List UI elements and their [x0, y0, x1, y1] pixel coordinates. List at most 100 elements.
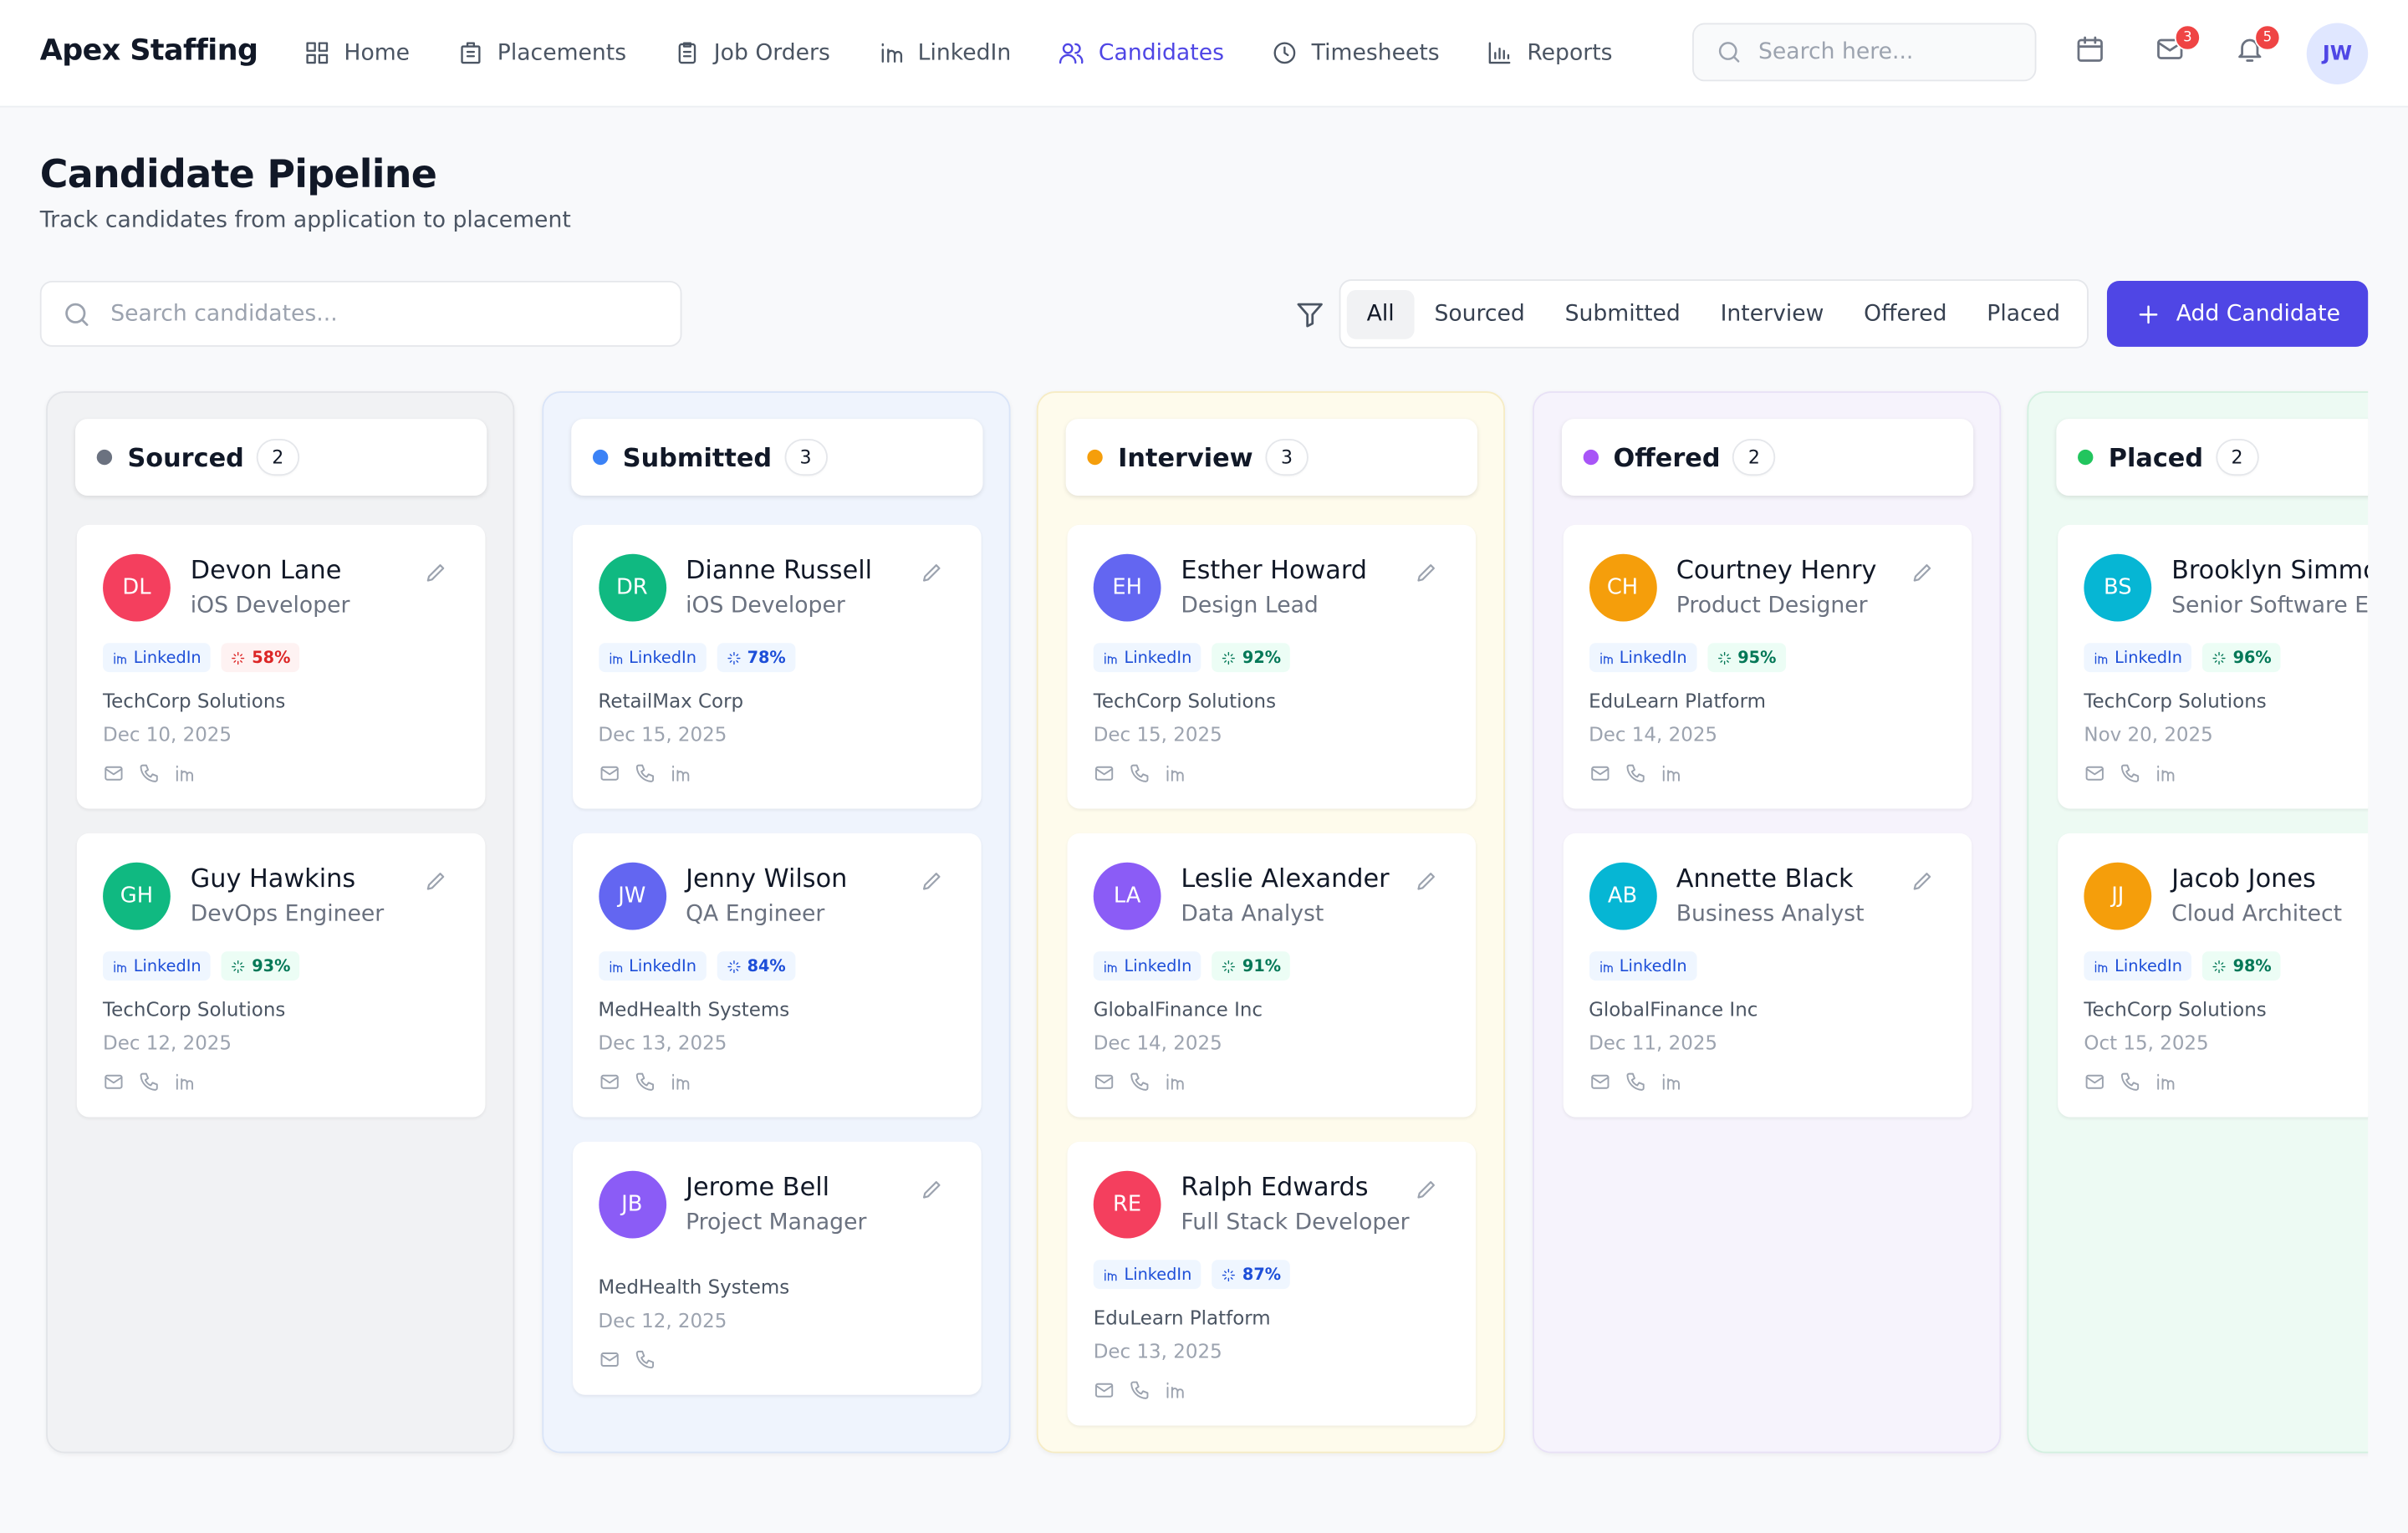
pipeline-board: Sourced 2 DL Devon Lane iOS Developer LinkedI…	[40, 384, 2369, 1489]
email-icon[interactable]	[1589, 761, 1610, 791]
candidate-search[interactable]: Search candidates...	[39, 280, 682, 347]
edit-button[interactable]	[1415, 868, 1439, 899]
email-icon[interactable]	[1094, 1378, 1115, 1408]
icon	[678, 42, 696, 64]
candidate-card[interactable]: BS Brooklyn Simmons Senior Software Engine…	[2058, 524, 2369, 809]
phone-icon[interactable]	[138, 761, 160, 791]
edit-button[interactable]	[1910, 868, 1934, 899]
filter-tab[interactable]: Sourced	[1434, 301, 1525, 327]
candidate-card[interactable]: RE Ralph Edwards Full Stack Developer Linke…	[1067, 1141, 1477, 1426]
badges: LinkedIn 98%	[2084, 951, 2281, 981]
score-label: 96%	[2232, 648, 2272, 667]
candidate-card[interactable]: DR Dianne Russell iOS Developer LinkedIn 78%…	[572, 524, 981, 809]
email-icon[interactable]	[103, 1070, 125, 1099]
candidate-card[interactable]: AB Annette Black Business Analyst LinkedIn G…	[1562, 833, 1972, 1118]
linkedin-icon[interactable]	[1660, 1070, 1681, 1099]
edit-button[interactable]	[424, 560, 448, 591]
nav-link[interactable]: Reports	[1487, 40, 1613, 66]
avatar: EH	[1093, 553, 1161, 622]
badges: LinkedIn	[1589, 951, 1696, 981]
phone-icon[interactable]	[1624, 1070, 1645, 1099]
email-icon[interactable]	[1094, 1070, 1115, 1099]
icon	[635, 764, 654, 782]
candidate-card[interactable]: GH Guy Hawkins DevOps Engineer LinkedIn 93% T…	[76, 833, 486, 1118]
email-icon[interactable]	[1589, 1070, 1610, 1099]
candidate-card[interactable]: LA Leslie Alexander Data Analyst LinkedIn 91…	[1067, 833, 1477, 1118]
avatar: LA	[1093, 862, 1161, 930]
phone-icon[interactable]	[2120, 1070, 2141, 1099]
source-badge: LinkedIn	[598, 643, 706, 673]
candidate-card[interactable]: DL Devon Lane iOS Developer LinkedIn 58% Tech…	[76, 524, 486, 809]
icon	[1297, 303, 1323, 328]
phone-icon[interactable]	[1129, 761, 1150, 791]
nav-link[interactable]: Placements	[457, 40, 626, 66]
linkedin-icon[interactable]	[174, 761, 196, 791]
nav-link[interactable]: Timesheets	[1272, 40, 1440, 66]
linkedin-icon[interactable]	[2155, 761, 2176, 791]
filter-icon[interactable]	[1294, 299, 1325, 336]
filter-tab[interactable]: All	[1346, 289, 1415, 339]
linkedin-icon[interactable]	[1164, 761, 1186, 791]
phone-icon[interactable]	[138, 1070, 160, 1099]
messages-button[interactable]: 3	[2155, 24, 2201, 70]
phone-icon[interactable]	[1129, 1070, 1150, 1099]
contact-icons	[1589, 761, 1681, 791]
edit-button[interactable]	[919, 560, 943, 591]
edit-button[interactable]	[1415, 560, 1439, 591]
calendar-button[interactable]	[2074, 33, 2108, 70]
filter-tab[interactable]: Submitted	[1564, 301, 1681, 327]
nav-link[interactable]: Candidates	[1059, 40, 1224, 66]
user-avatar[interactable]: JW	[2306, 23, 2369, 84]
phone-icon[interactable]	[634, 1347, 656, 1377]
nav-link[interactable]: Job Orders	[674, 40, 830, 66]
edit-button[interactable]	[424, 868, 448, 899]
phone-icon[interactable]	[1129, 1378, 1150, 1408]
search-input[interactable]: Search here...	[1692, 23, 2037, 82]
phone-icon[interactable]	[634, 761, 656, 791]
filter-tab[interactable]: Interview	[1720, 301, 1824, 327]
phone-icon[interactable]	[2120, 761, 2141, 791]
edit-button[interactable]	[919, 1177, 943, 1208]
add-candidate-button[interactable]: Add Candidate	[2106, 280, 2369, 347]
edit-button[interactable]	[1910, 560, 1934, 591]
email-icon[interactable]	[598, 761, 620, 791]
email-icon[interactable]	[598, 1347, 620, 1377]
linkedin-icon[interactable]	[174, 1070, 196, 1099]
edit-button[interactable]	[919, 868, 943, 899]
linkedin-icon[interactable]	[1164, 1378, 1186, 1408]
date: Oct 15, 2025	[2084, 1031, 2209, 1055]
nav-link[interactable]: LinkedIn	[878, 40, 1011, 66]
email-icon[interactable]	[1094, 761, 1115, 791]
email-icon[interactable]	[2084, 761, 2105, 791]
phone-icon[interactable]	[1624, 761, 1645, 791]
badges: LinkedIn 78%	[598, 643, 795, 673]
candidate-card[interactable]: JJ Jacob Jones Cloud Architect LinkedIn 98% T…	[2058, 833, 2369, 1118]
source-badge: LinkedIn	[1093, 951, 1201, 981]
messages-badge: 3	[2174, 24, 2201, 51]
badges: LinkedIn 84%	[598, 951, 795, 981]
candidate-card[interactable]: JW Jenny Wilson QA Engineer LinkedIn 84% MedH…	[572, 833, 981, 1118]
avatar: RE	[1093, 1170, 1161, 1239]
nav-link[interactable]: Home	[304, 40, 410, 66]
search-placeholder: Search here...	[1758, 39, 1914, 65]
filter-tab[interactable]: Placed	[1987, 301, 2061, 327]
linkedin-icon[interactable]	[669, 761, 691, 791]
candidate-card[interactable]: CH Courtney Henry Product Designer LinkedIn…	[1562, 524, 1972, 809]
filter-tab[interactable]: Offered	[1864, 301, 1947, 327]
edit-button[interactable]	[1415, 1177, 1439, 1208]
linkedin-icon[interactable]	[2155, 1070, 2176, 1099]
icon	[599, 1074, 618, 1089]
notifications-button[interactable]: 5	[2234, 24, 2281, 70]
column-name: Placed	[2108, 442, 2204, 472]
linkedin-icon[interactable]	[1660, 761, 1681, 791]
candidate-card[interactable]: JB Jerome Bell Project Manager MedHealth Sy…	[572, 1141, 981, 1395]
email-icon[interactable]	[2084, 1070, 2105, 1099]
email-icon[interactable]	[598, 1070, 620, 1099]
phone-icon[interactable]	[634, 1070, 656, 1099]
candidate-card[interactable]: EH Esther Howard Design Lead LinkedIn 92% Tec…	[1067, 524, 1477, 809]
linkedin-icon[interactable]	[669, 1070, 691, 1099]
linkedin-icon[interactable]	[1164, 1070, 1186, 1099]
email-icon[interactable]	[103, 761, 125, 791]
icon	[2094, 651, 2108, 664]
